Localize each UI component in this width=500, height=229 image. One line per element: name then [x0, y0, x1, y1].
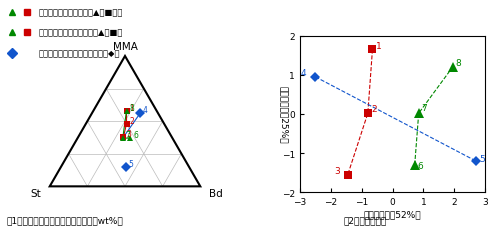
Text: 8: 8 — [456, 59, 462, 68]
Text: 1: 1 — [376, 41, 382, 50]
Text: 3: 3 — [126, 129, 132, 138]
Text: 図2　スコアプロ: 図2 スコアプロ — [344, 215, 386, 224]
Text: シェル組成の異なる試料（▲，■）: シェル組成の異なる試料（▲，■） — [38, 29, 123, 38]
Text: 7: 7 — [421, 104, 427, 113]
Text: 2: 2 — [130, 116, 134, 125]
Text: 4: 4 — [300, 69, 306, 78]
Y-axis label: 第二主成分（25%）: 第二主成分（25%） — [279, 86, 288, 143]
Text: 2: 2 — [371, 105, 376, 114]
X-axis label: 第一主成分（52%）: 第一主成分（52%） — [364, 209, 422, 218]
Text: 4: 4 — [143, 106, 148, 115]
Text: 1: 1 — [130, 103, 134, 112]
Text: 5: 5 — [129, 159, 134, 168]
Text: MMA: MMA — [112, 42, 138, 52]
Text: 6: 6 — [134, 130, 138, 139]
Text: Bd: Bd — [210, 188, 223, 198]
Text: St: St — [30, 188, 40, 198]
Text: 図1　仕込みモノマー組成比（単位：wt%）: 図1 仕込みモノマー組成比（単位：wt%） — [6, 215, 124, 224]
Text: 6: 6 — [418, 161, 424, 170]
Text: 5: 5 — [479, 154, 484, 163]
Text: コア組成の異なる試料（▲と■間）: コア組成の異なる試料（▲と■間） — [38, 8, 123, 17]
Text: 7: 7 — [126, 130, 130, 139]
Text: 3: 3 — [334, 166, 340, 175]
Text: 8: 8 — [130, 103, 134, 112]
Text: コア／シェル比の異なる試料（◆）: コア／シェル比の異なる試料（◆） — [38, 49, 120, 58]
